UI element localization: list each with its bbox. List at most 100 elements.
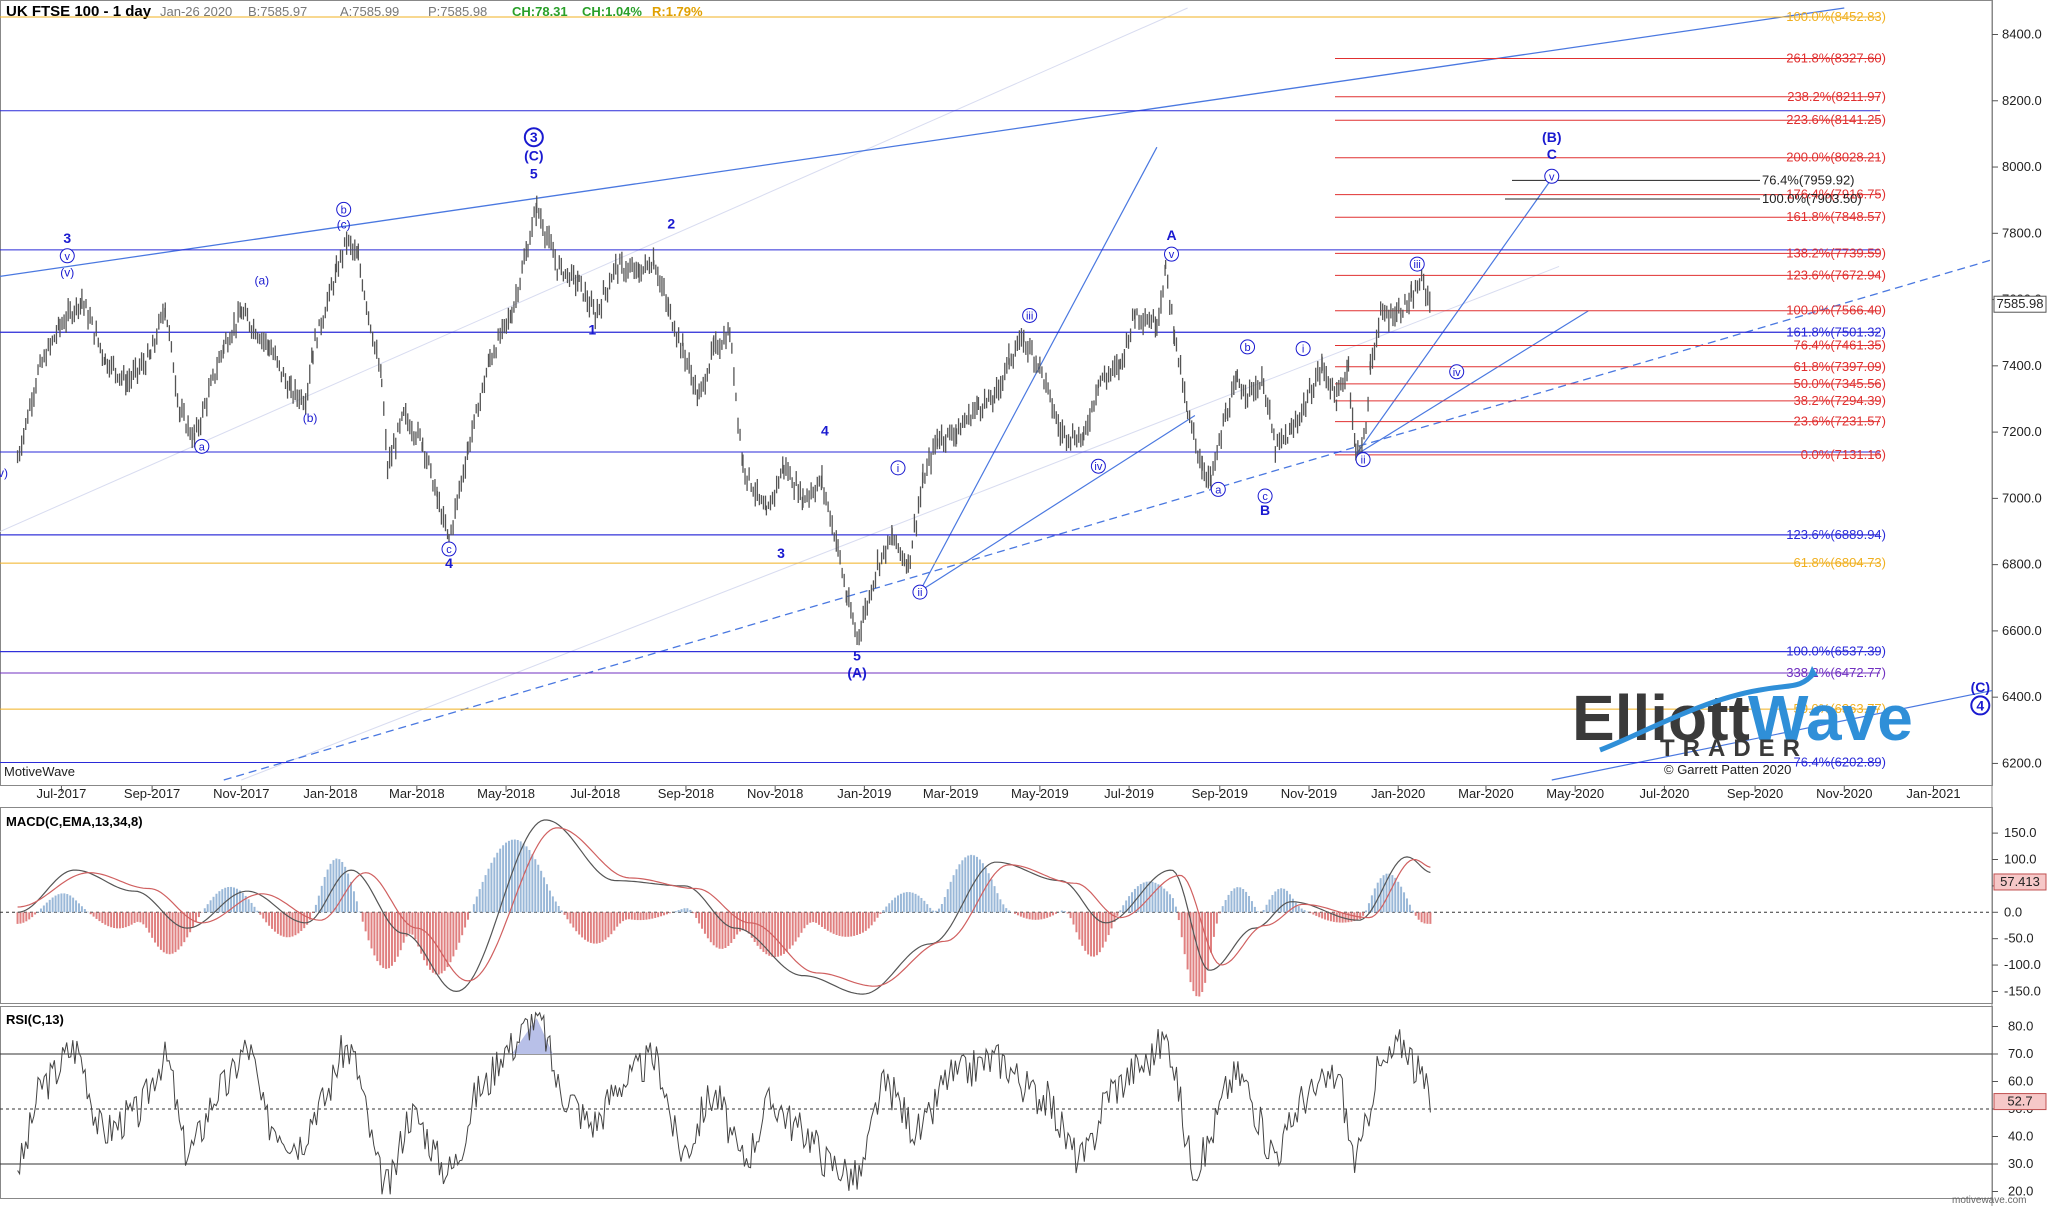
logo-arrow-icon (1808, 666, 1818, 676)
macd-y-tick-label: -50.0 (2004, 931, 2034, 946)
wave-label: iv (1453, 367, 1461, 379)
x-tick-label: May-2019 (1011, 786, 1069, 801)
wave-label: (B) (1542, 129, 1561, 145)
wave-label-circle (523, 127, 544, 148)
logo-word-elliott: Elliott (1572, 682, 1750, 754)
wave-label-circle (1544, 168, 1560, 184)
x-tick-label: Sep-2019 (1192, 786, 1248, 801)
wave-label-circle (1257, 488, 1273, 504)
macd-y-tick-label: 0.0 (2004, 904, 2022, 919)
wave-label-circle (194, 438, 210, 454)
x-tick-label: Jan-2021 (1906, 786, 1960, 801)
wave-label: 3 (777, 545, 785, 561)
x-tick-label: Nov-2019 (1281, 786, 1337, 801)
fib-level-label: 100.0%(6537.39) (1786, 644, 1886, 659)
fib-level-label: 100.0%(7566.40) (1786, 303, 1886, 318)
y-tick-label: 8400.0 (2002, 27, 2042, 42)
rsi-y-tick-label: 20.0 (2008, 1184, 2033, 1199)
wave-label-circle (1409, 256, 1425, 272)
logo-subtitle: TRADER (1660, 735, 1808, 762)
wave-label-circle (1090, 458, 1106, 474)
macd-y-tick-label: -100.0 (2004, 957, 2041, 972)
extension-level-label: 100.0%(7903.50) (1762, 191, 1862, 206)
channel-line (1551, 689, 1993, 781)
chart-title: UK FTSE 100 - 1 day (6, 3, 152, 20)
x-tick-label: Jan-2020 (1371, 786, 1425, 801)
site-label: motivewave.com (1952, 1195, 2026, 1206)
y-tick-label: 7000.0 (2002, 490, 2042, 505)
wave-label: (C) (524, 147, 543, 163)
x-tick-label: Sep-2018 (658, 786, 714, 801)
fib-level-label: 61.8%(7397.09) (1793, 359, 1886, 374)
lower-channel-dashed-line (223, 259, 1993, 781)
channel-line (1355, 178, 1553, 456)
fib-level-label: 61.8%(6804.73) (1793, 555, 1886, 570)
wave-label: B (1260, 502, 1270, 518)
fib-level-label: 76.4%(7461.35) (1793, 338, 1886, 353)
copyright: © Garrett Patten 2020 (1664, 762, 1791, 777)
macd-value-tag (1993, 873, 2047, 891)
fib-level-label: 76.4%(6202.89) (1793, 754, 1886, 769)
rsi-value-tag (1993, 1093, 2047, 1111)
elliottwave-logo: Elliott Wave TRADER (1572, 666, 1913, 762)
header-ask: A:7585.99 (340, 4, 399, 19)
header-range: R:1.79% (652, 4, 703, 19)
fib-level-label: 223.6%(8141.25) (1786, 112, 1886, 127)
y-tick-label: 6200.0 (2002, 755, 2042, 770)
macd-signal-line (17, 827, 1431, 987)
y-tick-label: 8000.0 (2002, 159, 2042, 174)
wave-label: 2 (667, 215, 675, 231)
wave-label: ii (918, 587, 923, 599)
rsi-y-tick-label: 60.0 (2008, 1074, 2033, 1089)
x-tick-label: May-2018 (477, 786, 535, 801)
wave-label-circle (890, 460, 906, 476)
header-change-pct: CH:1.04% (582, 4, 642, 19)
rsi-title: RSI(C,13) (6, 1012, 64, 1027)
fib-level-label: 50.0%(7345.56) (1793, 376, 1886, 391)
wave-label-circle (1164, 246, 1180, 262)
x-tick-label: Jul-2020 (1639, 786, 1689, 801)
wave-label: (b) (303, 411, 318, 425)
wave-label: v) (0, 466, 8, 480)
fib-level-label: 238.2%(8211.97) (1787, 89, 1886, 104)
header-change: CH:78.31 (512, 4, 568, 19)
rsi-overbought-fill (511, 1018, 553, 1054)
x-tick-label: Jul-2019 (1104, 786, 1154, 801)
rsi-value-label: 52.7 (2007, 1094, 2032, 1109)
x-tick-label: Jul-2018 (570, 786, 620, 801)
fib-level-label: 38.2%(7294.39) (1793, 393, 1886, 408)
fib-level-label: 161.8%(7848.57) (1786, 209, 1886, 224)
wave-label-circle (1355, 452, 1371, 468)
wave-label: c (446, 544, 452, 556)
wave-label: (a) (254, 274, 269, 288)
fib-level-label: 138.2%(7739.59) (1786, 245, 1886, 260)
wave-label: iv (1094, 461, 1102, 473)
wave-label: b (341, 204, 347, 216)
wave-label-circle (1970, 695, 1991, 716)
wave-label-circle (59, 248, 75, 264)
fib-level-label: 176.4%(7916.75) (1786, 187, 1886, 202)
wave-label: v (1549, 171, 1555, 183)
fib-level-label: 0.0%(7131.16) (1801, 447, 1886, 462)
wave-label: i (897, 463, 899, 475)
fib-level-label: 123.6%(7672.94) (1786, 267, 1886, 282)
fib-level-label: 338.2%(6472.77) (1786, 665, 1886, 680)
rsi-y-tick-label: 30.0 (2008, 1156, 2033, 1171)
y-tick-label: 8200.0 (2002, 93, 2042, 108)
x-tick-label: Nov-2018 (747, 786, 803, 801)
wave-label: 5 (530, 166, 538, 182)
rsi-line (17, 1011, 1431, 1195)
x-tick-label: Sep-2017 (124, 786, 180, 801)
wave-label: 3 (63, 230, 71, 246)
wave-label: (C) (1971, 679, 1990, 695)
wave-label: 4 (1976, 697, 1984, 713)
y-tick-label: 6600.0 (2002, 623, 2042, 638)
wave-label-circle (1295, 341, 1311, 357)
wave-label-circle (1022, 307, 1038, 323)
extension-level-label: 76.4%(7959.92) (1762, 172, 1855, 187)
x-tick-label: Jan-2019 (837, 786, 891, 801)
macd-y-tick-label: 100.0 (2004, 852, 2037, 867)
